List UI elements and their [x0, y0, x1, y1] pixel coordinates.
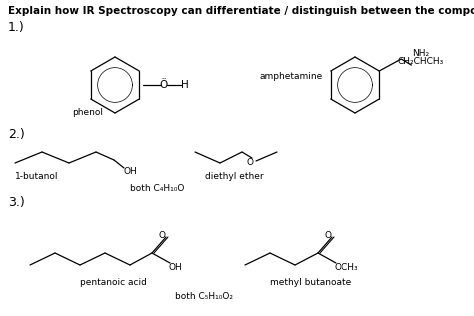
Text: O: O [158, 231, 165, 240]
Text: phenol: phenol [72, 108, 103, 117]
Text: Explain how IR Spectroscopy can differentiate / distinguish between the compound: Explain how IR Spectroscopy can differen… [8, 6, 474, 16]
Text: methyl butanoate: methyl butanoate [270, 278, 351, 287]
Text: amphetamine: amphetamine [260, 72, 323, 81]
Text: 3.): 3.) [8, 196, 25, 209]
Text: pentanoic acid: pentanoic acid [80, 278, 147, 287]
Text: both C₅H₁₀O₂: both C₅H₁₀O₂ [175, 292, 233, 301]
Text: Ö: Ö [159, 80, 167, 90]
Text: CH₂CHCH₃: CH₂CHCH₃ [397, 57, 444, 66]
Text: OCH₃: OCH₃ [335, 263, 359, 272]
Text: diethyl ether: diethyl ether [205, 172, 264, 181]
Text: O: O [325, 231, 331, 240]
Text: both C₄H₁₀O: both C₄H₁₀O [130, 184, 184, 193]
Text: OH: OH [124, 167, 138, 176]
Text: 1.): 1.) [8, 21, 25, 34]
Text: H: H [181, 80, 189, 90]
Text: NH₂: NH₂ [412, 49, 429, 58]
Text: O: O [246, 158, 254, 167]
Text: 2.): 2.) [8, 128, 25, 141]
Text: OH: OH [169, 263, 183, 272]
Text: 1-butanol: 1-butanol [15, 172, 58, 181]
